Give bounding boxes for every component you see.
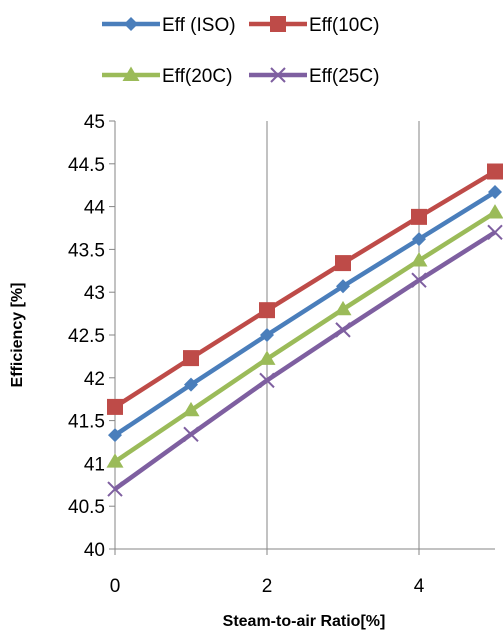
y-tick-label: 44.5 xyxy=(68,155,105,176)
y-tick-label: 41.5 xyxy=(68,412,105,433)
series-4 xyxy=(108,225,502,496)
y-tick-label: 44 xyxy=(84,198,106,219)
y-tick-label: 41 xyxy=(84,454,105,475)
y-tick-label: 43 xyxy=(84,283,105,304)
data-point xyxy=(184,427,198,441)
y-tick-label: 40 xyxy=(84,540,105,561)
y-tick-label: 45 xyxy=(84,112,105,133)
series-line xyxy=(115,192,495,435)
y-tick-label: 43.5 xyxy=(68,240,105,261)
x-tick-label: 4 xyxy=(414,576,425,597)
legend-item-2: Eff(10C) xyxy=(249,15,379,36)
series-line xyxy=(115,213,495,462)
data-point xyxy=(183,350,199,366)
series-2 xyxy=(107,164,503,415)
legend-swatch-marker xyxy=(124,17,138,31)
legend-item-1: Eff (ISO) xyxy=(102,15,236,36)
legend-item-3: Eff(20C) xyxy=(102,66,232,87)
data-point xyxy=(259,302,275,318)
legend-swatch-marker xyxy=(270,16,286,32)
gridlines xyxy=(267,121,419,549)
data-point xyxy=(411,209,427,225)
data-point xyxy=(487,164,503,180)
legend-label: Eff(25C) xyxy=(309,66,379,87)
data-point xyxy=(487,204,503,218)
axes: 40 40.5 41 41.5 42 42.5 43 43.5 44 44.5 45 0 2 4 xyxy=(68,112,495,597)
series-1 xyxy=(108,185,502,442)
y-axis-title: Efficiency [%] xyxy=(9,283,26,388)
y-tick-label: 40.5 xyxy=(68,497,105,518)
y-tick-label: 42 xyxy=(84,369,105,390)
legend: Eff (ISO) Eff(10C) Eff(20C) Eff(25C) xyxy=(102,15,379,87)
legend-label: Eff (ISO) xyxy=(162,15,236,36)
x-tick-label: 0 xyxy=(110,576,121,597)
series-line xyxy=(115,172,495,407)
data-point xyxy=(107,399,123,415)
series-line xyxy=(115,232,495,489)
legend-label: Eff(10C) xyxy=(309,15,379,36)
series-3 xyxy=(107,204,503,468)
data-point xyxy=(336,323,350,337)
legend-label: Eff(20C) xyxy=(162,66,232,87)
series-group xyxy=(107,164,503,497)
data-point xyxy=(488,225,502,239)
x-tick-label: 2 xyxy=(262,576,273,597)
data-point xyxy=(335,255,351,271)
x-axis-title: Steam-to-air Ratio[%] xyxy=(223,613,386,630)
legend-item-4: Eff(25C) xyxy=(249,66,379,87)
y-tick-label: 42.5 xyxy=(68,326,105,347)
